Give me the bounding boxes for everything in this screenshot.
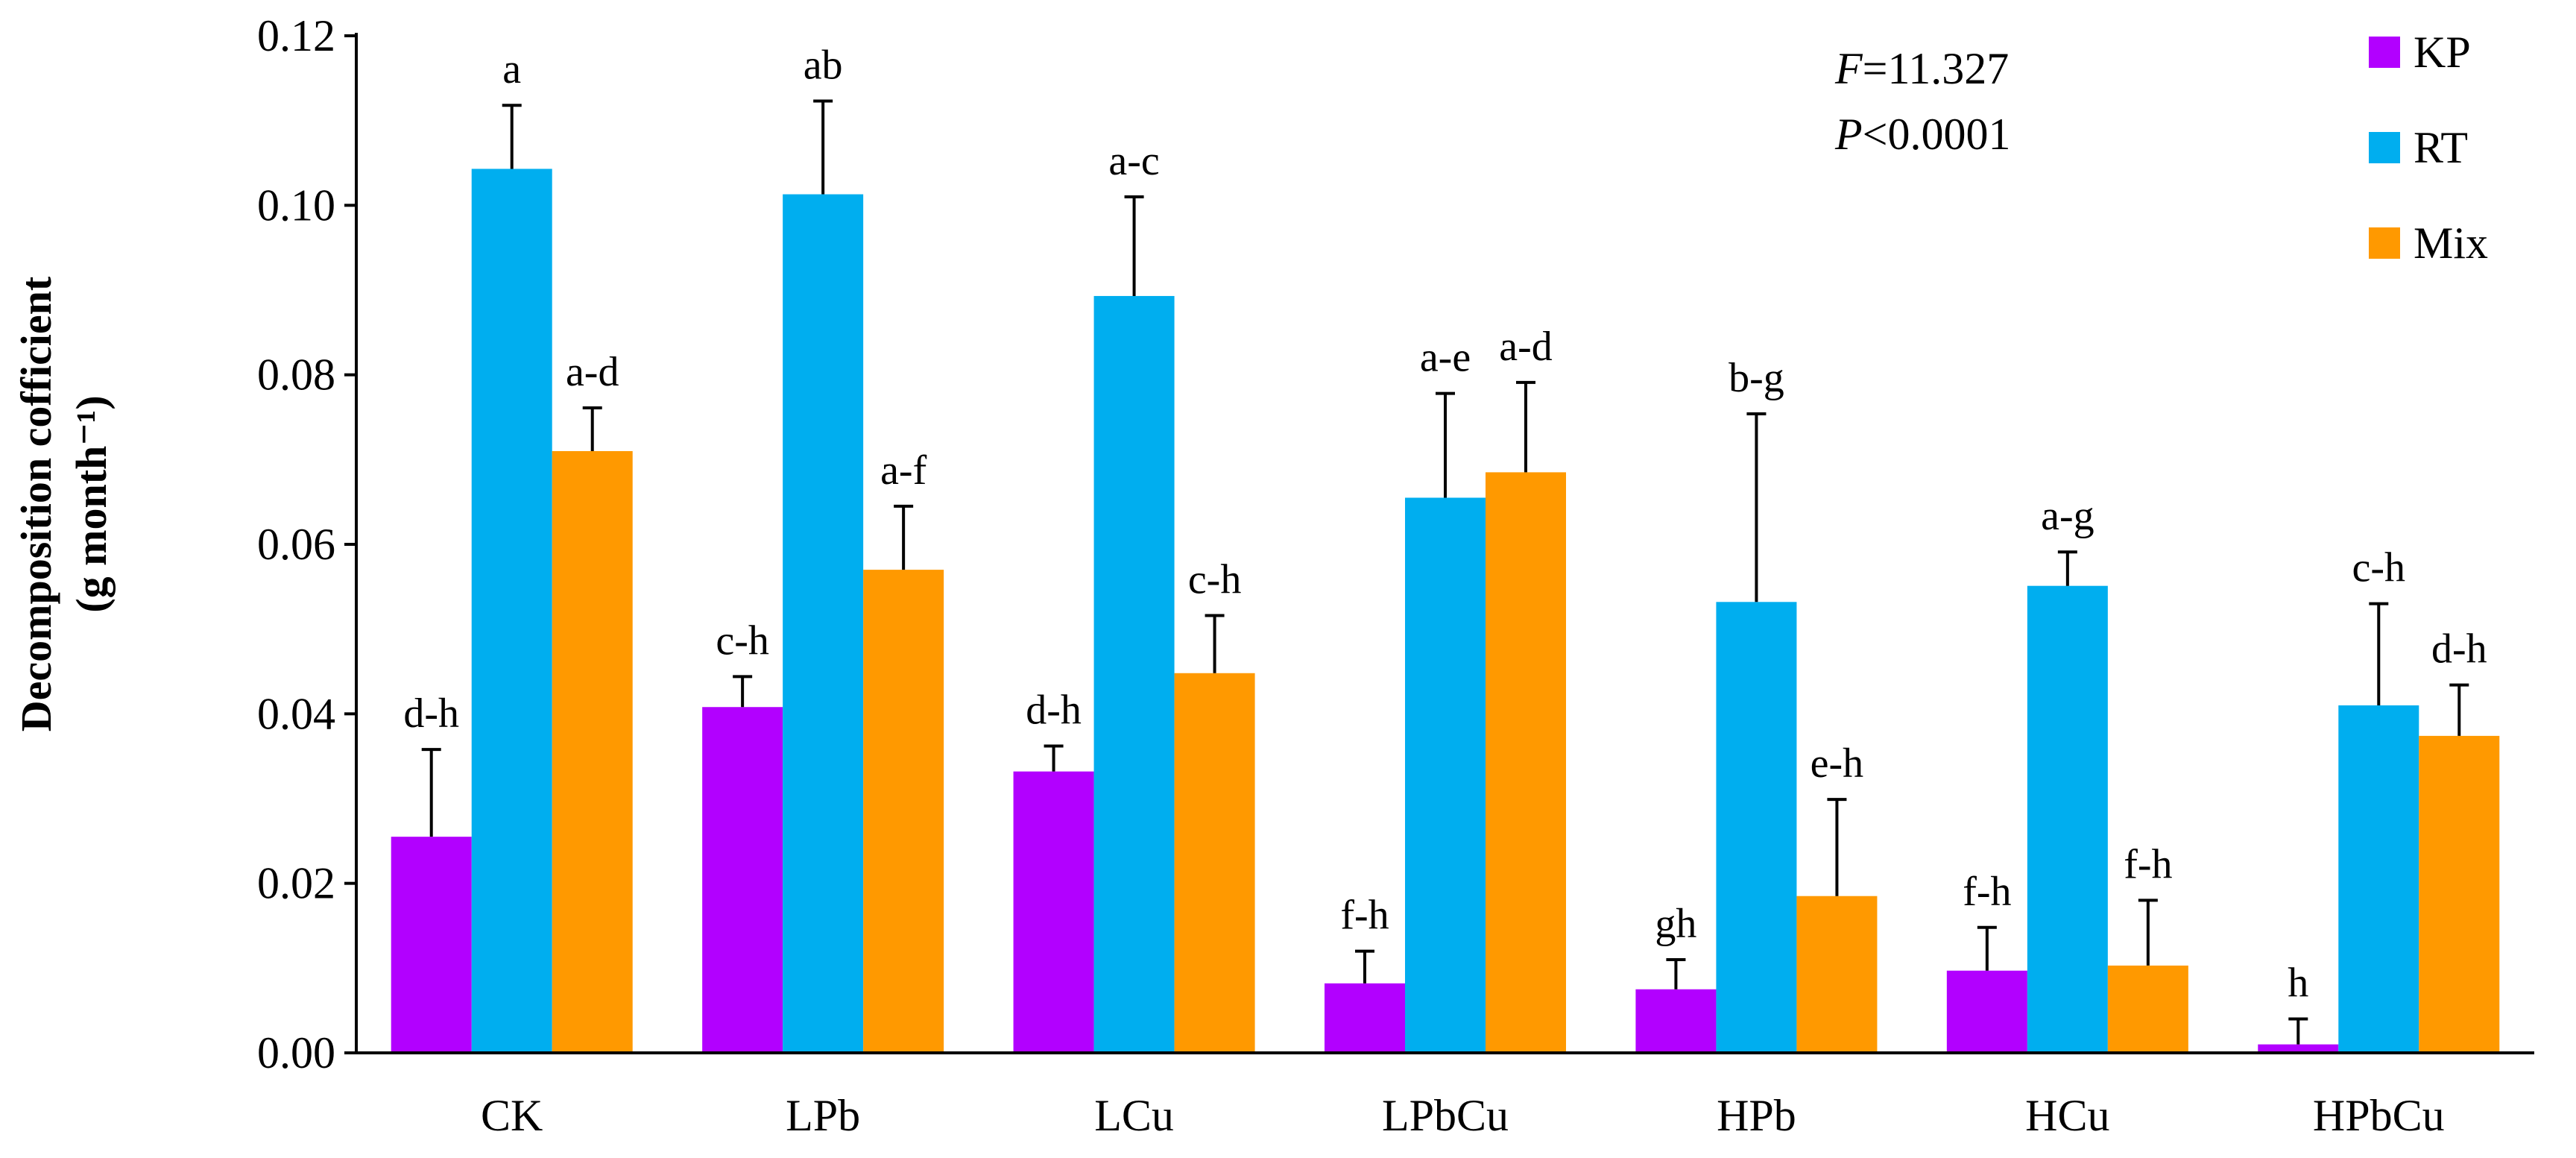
bar-kp-lpb <box>702 707 783 1053</box>
f-statistic: F=11.327 <box>1834 44 2009 93</box>
legend-swatch-kp <box>2369 37 2400 68</box>
significance-label: ab <box>804 43 843 89</box>
p-statistic: P<0.0001 <box>1834 110 2011 159</box>
bar-mix-lpb <box>863 570 944 1053</box>
significance-label: d-h <box>2431 626 2487 673</box>
legend-swatch-rt <box>2369 132 2400 163</box>
significance-label: c-h <box>716 617 769 664</box>
x-category-label: CK <box>481 1091 543 1140</box>
legend-label-rt: RT <box>2414 123 2468 172</box>
significance-label: f-h <box>2124 841 2172 887</box>
x-category-label: HPb <box>1717 1091 1796 1140</box>
significance-label: b-g <box>1729 355 1784 401</box>
legend-swatch-mix <box>2369 227 2400 259</box>
f-symbol: F <box>1834 44 1863 93</box>
bar-rt-hpb <box>1716 602 1797 1053</box>
y-tick-label: 0.00 <box>257 1028 335 1077</box>
bar-kp-lcu <box>1013 771 1094 1053</box>
significance-label: f-h <box>1340 893 1389 939</box>
significance-label: a-e <box>1420 335 1471 381</box>
significance-label: f-h <box>1963 869 2011 915</box>
significance-label: c-h <box>1188 556 1242 602</box>
bar-rt-lpb <box>783 194 864 1054</box>
bar-rt-hpbcu <box>2338 705 2419 1053</box>
bar-rt-lcu <box>1093 295 1175 1053</box>
significance-label: d-h <box>403 690 459 737</box>
y-tick-label: 0.12 <box>257 11 335 60</box>
bar-mix-hpbcu <box>2419 735 2500 1053</box>
significance-label: h <box>2288 960 2308 1007</box>
significance-label: a-d <box>1499 324 1553 370</box>
bar-mix-lcu <box>1174 673 1255 1053</box>
bar-rt-lpbcu <box>1405 497 1486 1053</box>
significance-label: a-g <box>2041 493 2094 539</box>
y-tick-label: 0.10 <box>257 180 335 230</box>
bar-kp-hpb <box>1635 989 1717 1053</box>
y-tick-label: 0.04 <box>257 689 335 738</box>
x-category-label: LCu <box>1094 1091 1174 1140</box>
significance-label: a-f <box>880 447 927 494</box>
legend-label-kp: KP <box>2414 28 2471 77</box>
significance-label: c-h <box>2352 545 2406 591</box>
bar-kp-ck <box>391 837 472 1053</box>
bar-mix-hcu <box>2107 965 2188 1053</box>
significance-label: a-d <box>566 349 619 395</box>
y-tick-label: 0.06 <box>257 520 335 569</box>
significance-label: a-c <box>1108 138 1159 184</box>
bar-kp-hpbcu <box>2258 1044 2339 1053</box>
bar-kp-lpbcu <box>1325 983 1405 1053</box>
p-value: <0.0001 <box>1863 110 2011 159</box>
y-axis-title-line1: Decomposition cofficient <box>12 276 60 731</box>
y-tick-label: 0.08 <box>257 350 335 400</box>
x-category-label: HCu <box>2025 1091 2109 1140</box>
bar-mix-lpbcu <box>1486 472 1566 1053</box>
y-axis-title-line2: (g month⁻¹) <box>67 395 116 612</box>
f-value: =11.327 <box>1863 44 2010 93</box>
significance-label: d-h <box>1026 687 1082 734</box>
bar-rt-hcu <box>2027 585 2108 1053</box>
x-category-label: LPbCu <box>1382 1091 1509 1140</box>
y-tick-label: 0.02 <box>257 859 335 908</box>
bar-mix-ck <box>552 450 633 1053</box>
significance-label: gh <box>1655 901 1696 947</box>
significance-label: a <box>502 46 521 92</box>
p-symbol: P <box>1834 110 1863 159</box>
x-category-label: LPb <box>786 1091 860 1140</box>
bar-mix-hpb <box>1796 896 1878 1053</box>
legend-label-mix: Mix <box>2414 218 2488 268</box>
significance-label: e-h <box>1811 740 1864 787</box>
x-category-label: HPbCu <box>2313 1091 2445 1140</box>
bar-rt-ck <box>471 169 552 1053</box>
bar-kp-hcu <box>1946 970 2027 1053</box>
